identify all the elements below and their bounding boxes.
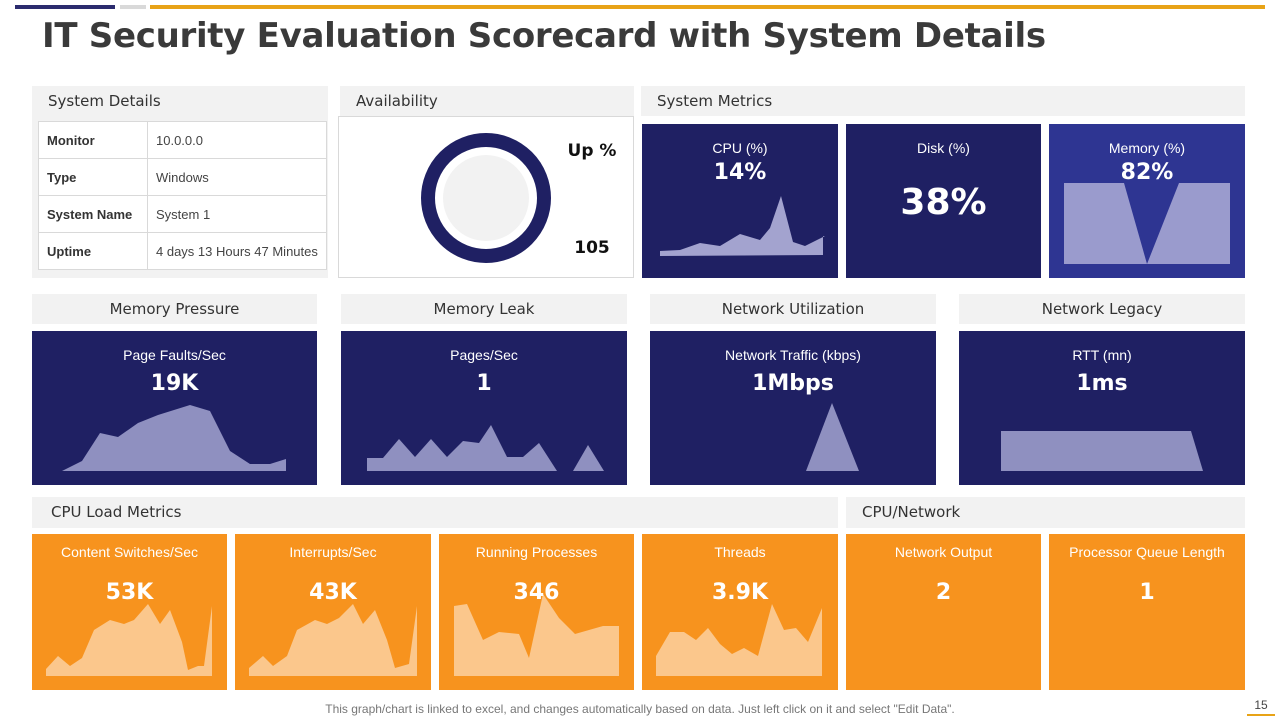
cpu-sparkline (660, 196, 825, 256)
network-legacy-sparkline (1001, 431, 1203, 471)
disk-value: 38% (900, 182, 987, 223)
system-detail-key: Type (38, 158, 148, 196)
network-utilization-tile: Network Traffic (kbps) 1Mbps (650, 331, 936, 485)
threads-sparkline (656, 604, 822, 676)
content-switches-value: 53K (105, 580, 154, 605)
memory-leak-area (367, 425, 557, 471)
memory-pressure-sparkline (62, 405, 286, 471)
system-details-header: System Details (32, 86, 328, 116)
top-bar-accent (150, 5, 1265, 9)
memory-value: 82% (1120, 160, 1174, 185)
system-detail-value: Windows (147, 158, 327, 196)
threads-label: Threads (714, 544, 766, 560)
network-legacy-header: Network Legacy (959, 294, 1245, 324)
content-switches-label: Content Switches/Sec (61, 544, 198, 560)
availability-ring (421, 133, 551, 263)
availability-donut (421, 133, 551, 263)
memory-leak-area-secondary (573, 445, 604, 471)
memory-pressure-area (62, 405, 286, 471)
cpu-network-header: CPU/Network (846, 497, 1245, 528)
memory-label: Memory (%) (1108, 140, 1186, 156)
footer-note: This graph/chart is linked to excel, and… (325, 702, 955, 716)
memory-leak-header: Memory Leak (341, 294, 627, 324)
processor-queue-label: Processor Queue Length (1069, 544, 1225, 560)
table-row: Type Windows (38, 158, 327, 196)
memory-pressure-label: Page Faults/Sec (123, 347, 226, 363)
availability-label: Up % (567, 141, 617, 161)
content-switches-sparkline (46, 604, 212, 676)
system-detail-key: System Name (38, 195, 148, 233)
cpu-value: 14% (713, 160, 767, 185)
system-metrics-header: System Metrics (641, 86, 1245, 116)
availability-header: Availability (340, 86, 634, 116)
cpu-tile: CPU (%) 14% (642, 124, 838, 278)
interrupts-area (249, 604, 417, 676)
processor-queue-value: 1 (1139, 580, 1155, 605)
memory-tile: Memory (%) 82% (1049, 124, 1245, 278)
cpu-label: CPU (%) (712, 140, 768, 156)
top-bar-light (120, 5, 146, 9)
running-processes-sparkline (454, 594, 619, 676)
memory-pressure-value: 19K (150, 371, 199, 396)
memory-pressure-tile: Page Faults/Sec 19K (32, 331, 317, 485)
network-utilization-header: Network Utilization (650, 294, 936, 324)
interrupts-tile: Interrupts/Sec 43K (235, 534, 431, 690)
availability-value: 105 (574, 238, 610, 258)
threads-area (656, 604, 822, 676)
running-processes-area (454, 594, 619, 676)
availability-inner (443, 155, 529, 241)
network-utilization-label: Network Traffic (kbps) (725, 347, 861, 363)
system-detail-value: 10.0.0.0 (147, 121, 327, 159)
system-detail-value: System 1 (147, 195, 327, 233)
interrupts-sparkline (249, 604, 417, 676)
table-row: Monitor 10.0.0.0 (38, 121, 327, 159)
network-legacy-label: RTT (mn) (1072, 347, 1132, 363)
content-switches-tile: Content Switches/Sec 53K (32, 534, 227, 690)
interrupts-value: 43K (309, 580, 357, 605)
network-utilization-area (806, 403, 859, 471)
network-output-label: Network Output (894, 544, 993, 560)
processor-queue-tile: Processor Queue Length 1 (1049, 534, 1245, 690)
running-processes-label: Running Processes (475, 544, 598, 560)
page-title: IT Security Evaluation Scorecard with Sy… (42, 16, 1046, 56)
memory-area (1064, 183, 1230, 264)
network-legacy-tile: RTT (mn) 1ms (959, 331, 1245, 485)
memory-chart (1064, 183, 1230, 264)
cpu-area (660, 196, 825, 256)
table-row: Uptime 4 days 13 Hours 47 Minutes (38, 232, 327, 270)
disk-label: Disk (%) (917, 140, 970, 156)
system-detail-key: Monitor (38, 121, 148, 159)
content-switches-area (46, 604, 212, 676)
memory-leak-sparkline (367, 425, 604, 471)
memory-leak-label: Pages/Sec (450, 347, 518, 363)
threads-value: 3.9K (711, 580, 769, 605)
memory-leak-value: 1 (476, 371, 492, 396)
table-row: System Name System 1 (38, 195, 327, 233)
network-output-tile: Network Output 2 (846, 534, 1041, 690)
page-number: 15 (1247, 696, 1275, 716)
running-processes-tile: Running Processes 346 (439, 534, 634, 690)
system-detail-value: 4 days 13 Hours 47 Minutes (147, 232, 327, 270)
network-utilization-sparkline (806, 403, 859, 471)
network-legacy-value: 1ms (1076, 371, 1128, 396)
memory-leak-tile: Pages/Sec 1 (341, 331, 627, 485)
system-detail-key: Uptime (38, 232, 148, 270)
system-details-table: Monitor 10.0.0.0 Type Windows System Nam… (38, 121, 327, 270)
interrupts-label: Interrupts/Sec (289, 544, 377, 560)
disk-tile: Disk (%) 38% (846, 124, 1041, 278)
top-bar-dark (15, 5, 115, 9)
cpu-load-metrics-header: CPU Load Metrics (32, 497, 838, 528)
threads-tile: Threads 3.9K (642, 534, 838, 690)
memory-pressure-header: Memory Pressure (32, 294, 317, 324)
network-output-value: 2 (935, 580, 952, 605)
network-legacy-area (1001, 431, 1203, 471)
network-utilization-value: 1Mbps (752, 371, 834, 396)
running-processes-value: 346 (513, 580, 560, 605)
